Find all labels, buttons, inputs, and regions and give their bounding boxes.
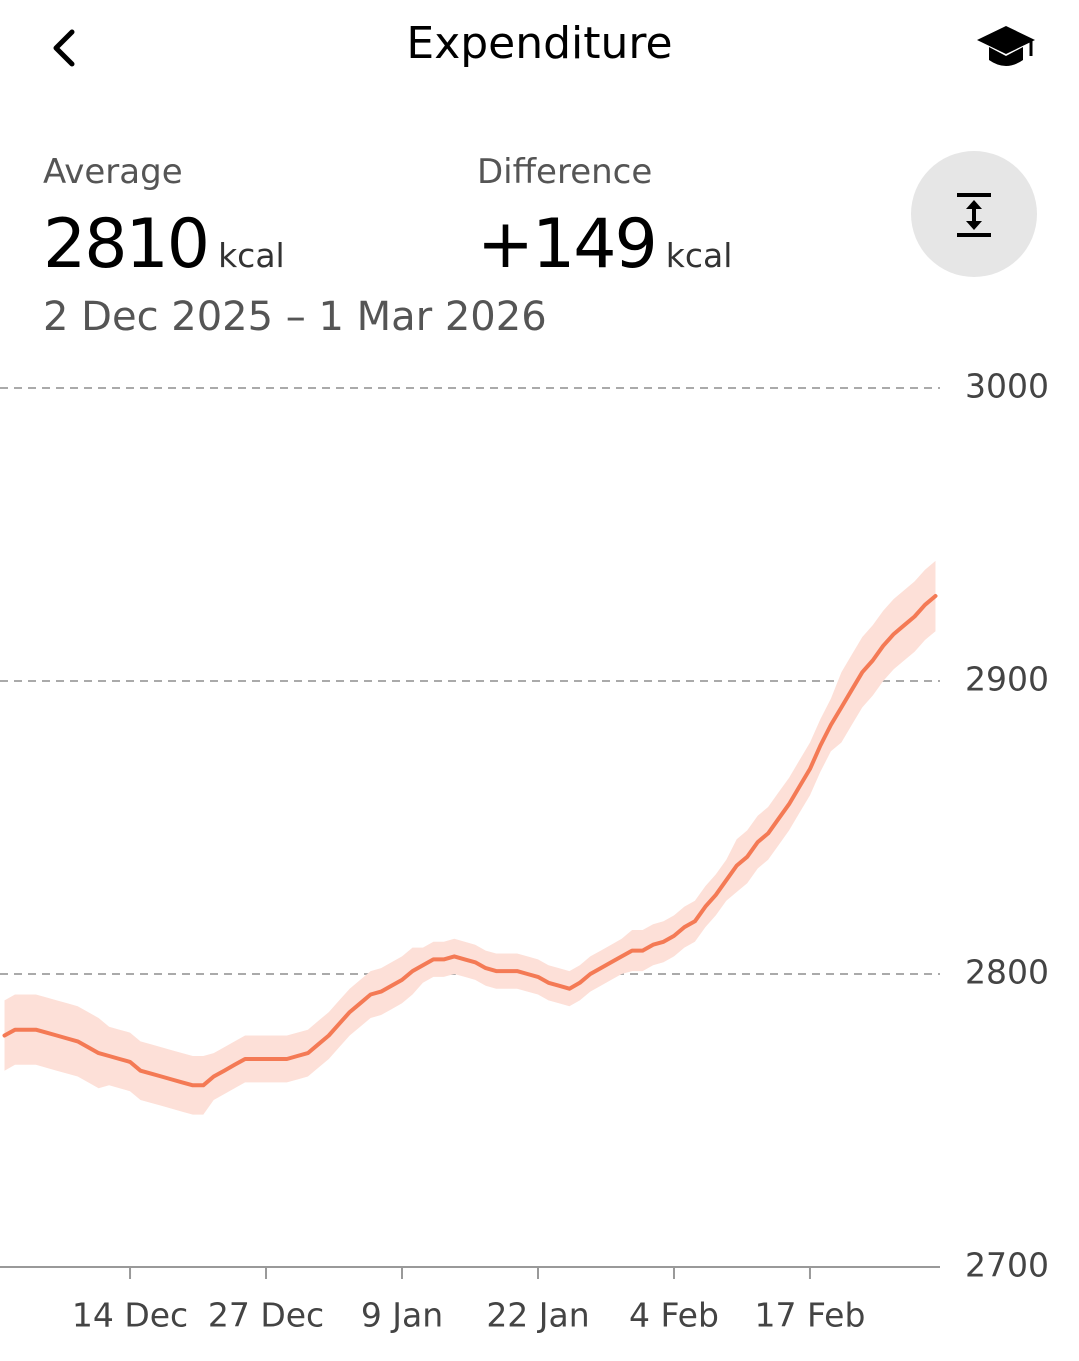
- back-button[interactable]: [36, 22, 88, 74]
- x-tick-label: 17 Feb: [755, 1296, 866, 1335]
- back-icon: [53, 29, 75, 67]
- difference-unit: kcal: [665, 236, 733, 275]
- trend-line: [2, 594, 938, 1088]
- fit-button[interactable]: [911, 151, 1037, 277]
- x-tick-label: 9 Jan: [361, 1296, 443, 1335]
- learn-button[interactable]: [975, 22, 1037, 74]
- average-number: 2810: [43, 205, 210, 284]
- page-title: Expenditure: [406, 18, 673, 69]
- y-tick-label: 2900: [965, 660, 1049, 699]
- average-label: Average: [43, 152, 183, 192]
- x-tick-label: 22 Jan: [486, 1296, 589, 1335]
- y-tick-label: 3000: [965, 367, 1049, 406]
- difference-label: Difference: [477, 152, 653, 192]
- difference-number: +149: [477, 205, 658, 284]
- y-tick-label: 2800: [965, 953, 1049, 992]
- cap-icon-base: [989, 47, 1023, 66]
- y-tick-label: 2700: [965, 1246, 1049, 1285]
- average-unit: kcal: [218, 236, 285, 275]
- fit-icon-arrows: [966, 200, 982, 230]
- average-value: 2810 kcal: [43, 205, 285, 284]
- x-tick-label: 4 Feb: [629, 1296, 719, 1335]
- x-tick-label: 27 Dec: [208, 1296, 324, 1335]
- confidence-band: [4, 560, 936, 1115]
- date-range: 2 Dec 2025 – 1 Mar 2026: [43, 294, 547, 340]
- difference-value: +149 kcal: [477, 205, 732, 284]
- cap-icon: [977, 26, 1035, 54]
- x-tick-label: 14 Dec: [72, 1296, 188, 1335]
